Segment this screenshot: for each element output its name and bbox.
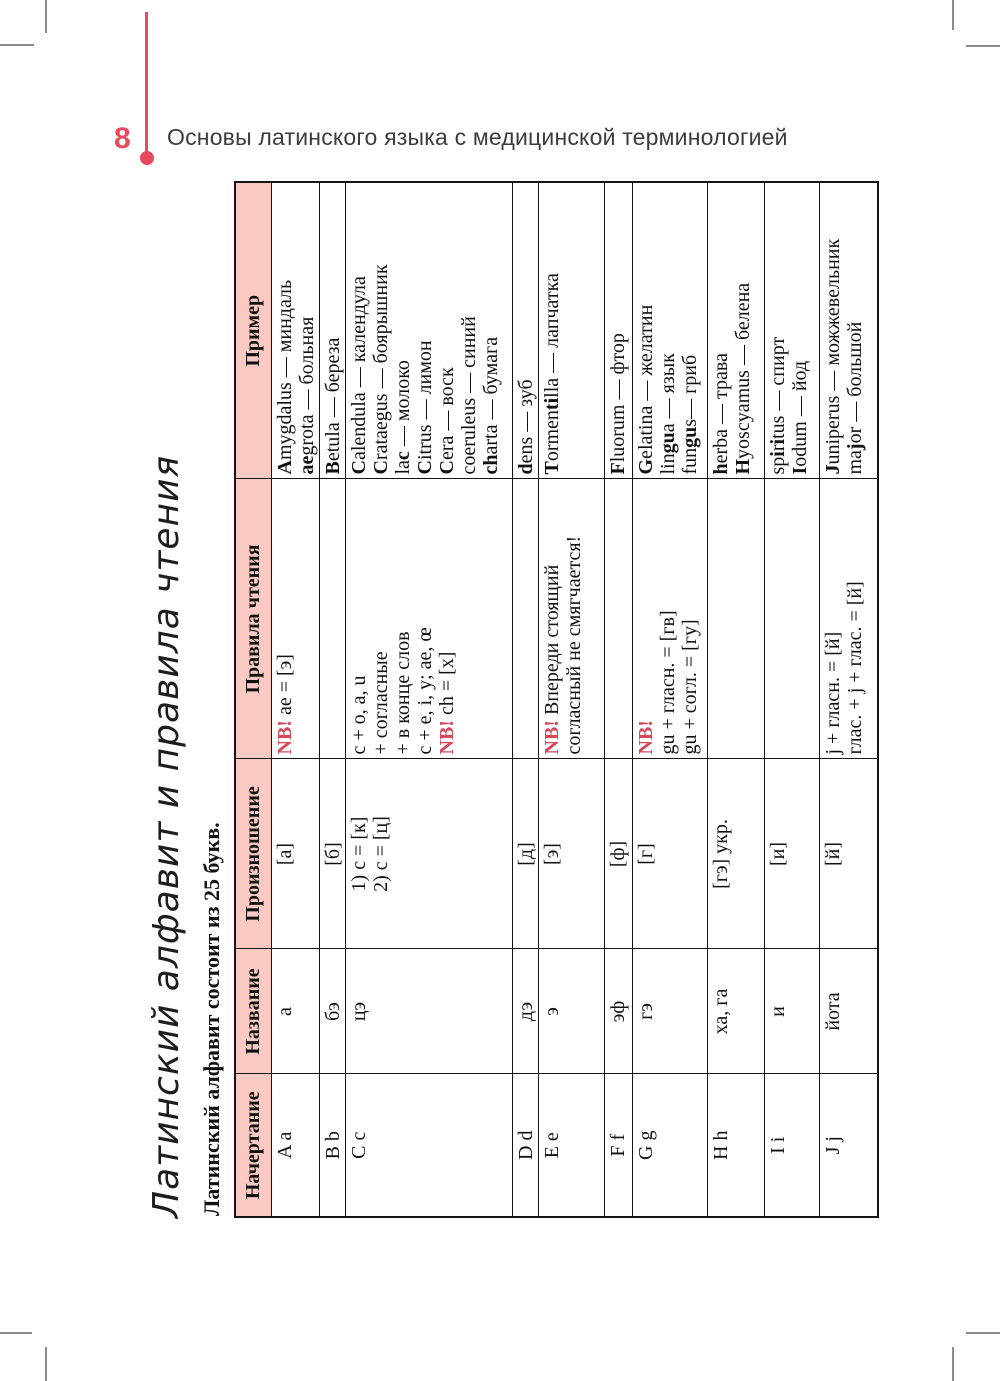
table-row-c-c: C c цэ 1) c = [к] 2) c = [ц] c + o, a, u + со…	[345, 182, 513, 1217]
crop-mark-top-right-v	[952, 0, 954, 30]
cell-reading-rules: c + o, a, u + согласные + в конце слов c + …	[345, 479, 513, 759]
cell-pronunciation: [а]	[271, 759, 320, 949]
cell-examples: Fluorum — фтор	[604, 182, 633, 479]
cell-examples: Amygdalus — миндаль aegrota — больная	[271, 182, 320, 479]
crop-mark-bottom-left-v	[45, 1347, 47, 1381]
cell-name: дэ	[512, 949, 539, 1074]
cell-pronunciation: [д]	[512, 759, 539, 949]
cell-letterform: J j	[819, 1074, 878, 1217]
cell-letterform: H h	[707, 1074, 765, 1217]
crop-mark-bottom-left-h	[0, 1332, 32, 1334]
crop-mark-top-left-v	[45, 0, 47, 33]
cell-examples: spiritus — спирт Iodum — йод	[764, 182, 820, 479]
cell-pronunciation: [и]	[764, 759, 820, 949]
table-body: A a а [а] NB! ae = [э] Amygdalus — миндаль ae…	[271, 182, 878, 1217]
cell-examples: Juniperus — можжевельник major — большой	[819, 182, 878, 479]
page-number-rule-dot	[140, 151, 154, 165]
table-row-f-f: F f эф [ф] Fluorum — фтор	[604, 182, 633, 1217]
cell-reading-rules: NB! gu + гласн. = [гв] gu + согл. = [гу]	[632, 479, 708, 759]
cell-letterform: B b	[319, 1074, 346, 1217]
cell-reading-rules	[512, 479, 539, 759]
column-header-2: Произношение	[235, 759, 272, 949]
cell-letterform: D d	[512, 1074, 539, 1217]
table-row-j-j: J j йота [й] j + гласн. = [й] глас. + j + гл…	[819, 182, 878, 1217]
table-header-row: Начертание Название Произношение Правила чт…	[235, 182, 272, 1217]
cell-pronunciation: [ф]	[604, 759, 633, 949]
table-row-d-d: D d дэ [д] dens — зуб	[512, 182, 539, 1217]
cell-letterform: A a	[271, 1074, 320, 1217]
cell-examples: Gelatina — желатин lingua — язык fungus— г…	[632, 182, 708, 479]
table-row-e-e: E e э [э] NB! Впереди стоящий согласный не с…	[538, 182, 605, 1217]
crop-mark-bottom-right-v	[952, 1347, 954, 1381]
crop-mark-bottom-right-h	[966, 1332, 1000, 1334]
cell-name: и	[764, 949, 820, 1074]
cell-letterform: I i	[764, 1074, 820, 1217]
table-row-b-b: B b бэ [б] Betula — береза	[319, 182, 346, 1217]
column-header-3: Правила чтения	[235, 479, 272, 759]
cell-reading-rules	[604, 479, 633, 759]
table-row-h-h: H h ха, га [гэ] укр. herba — трава Hyoscyamu…	[707, 182, 765, 1217]
cell-examples: Tormentilla — лапчатка	[538, 182, 605, 479]
cell-pronunciation: [б]	[319, 759, 346, 949]
cell-pronunciation: 1) c = [к] 2) c = [ц]	[345, 759, 513, 949]
table-caption: Латинский алфавит состоит из 25 букв.	[199, 822, 224, 1216]
column-header-1: Название	[235, 949, 272, 1074]
cell-letterform: G g	[632, 1074, 708, 1217]
cell-reading-rules: j + гласн. = [й] глас. + j + глас. = [й]	[819, 479, 878, 759]
table-row-a-a: A a а [а] NB! ae = [э] Amygdalus — миндаль ae…	[271, 182, 320, 1217]
cell-reading-rules: NB! ae = [э]	[271, 479, 320, 759]
cell-reading-rules: NB! Впереди стоящий согласный не смягчает…	[538, 479, 605, 759]
cell-name: а	[271, 949, 320, 1074]
cell-name: ха, га	[707, 949, 765, 1074]
cell-pronunciation: [г]	[632, 759, 708, 949]
cell-pronunciation: [гэ] укр.	[707, 759, 765, 949]
cell-letterform: C c	[345, 1074, 513, 1217]
latin-alphabet-table: Начертание Название Произношение Правила чт…	[234, 181, 879, 1218]
cell-reading-rules	[764, 479, 820, 759]
cell-reading-rules	[319, 479, 346, 759]
running-head: Основы латинского языка с медицинской те…	[167, 124, 788, 150]
cell-pronunciation: [э]	[538, 759, 605, 949]
cell-examples: dens — зуб	[512, 182, 539, 479]
cell-examples: Calendula — календула Crataegus — боярышн…	[345, 182, 513, 479]
cell-name: цэ	[345, 949, 513, 1074]
cell-name: эф	[604, 949, 633, 1074]
page-number-rule	[145, 12, 148, 154]
cell-name: йота	[819, 949, 878, 1074]
cell-examples: herba — трава Hyoscyamus — белена	[707, 182, 765, 479]
cell-name: бэ	[319, 949, 346, 1074]
table-row-i-i: I i и [и] spiritus — спирт Iodum — йод	[764, 182, 820, 1217]
column-header-4: Пример	[235, 182, 272, 479]
crop-mark-top-left-h	[0, 44, 34, 46]
cell-letterform: E e	[538, 1074, 605, 1217]
column-header-0: Начертание	[235, 1074, 272, 1217]
cell-name: э	[538, 949, 605, 1074]
cell-name: гэ	[632, 949, 708, 1074]
crop-mark-top-right-h	[966, 45, 1000, 47]
chapter-title: Латинский алфавит и правила чтения	[146, 454, 187, 1218]
cell-pronunciation: [й]	[819, 759, 878, 949]
cell-reading-rules	[707, 479, 765, 759]
rotated-content: Латинский алфавит и правила чтения Латин…	[146, 181, 879, 1218]
table-row-g-g: G g гэ [г] NB! gu + гласн. = [гв] gu + согл. …	[632, 182, 708, 1217]
header-row: Начертание Название Произношение Правила чт…	[235, 182, 272, 1217]
page-number: 8	[114, 122, 131, 155]
cell-letterform: F f	[604, 1074, 633, 1217]
cell-examples: Betula — береза	[319, 182, 346, 479]
